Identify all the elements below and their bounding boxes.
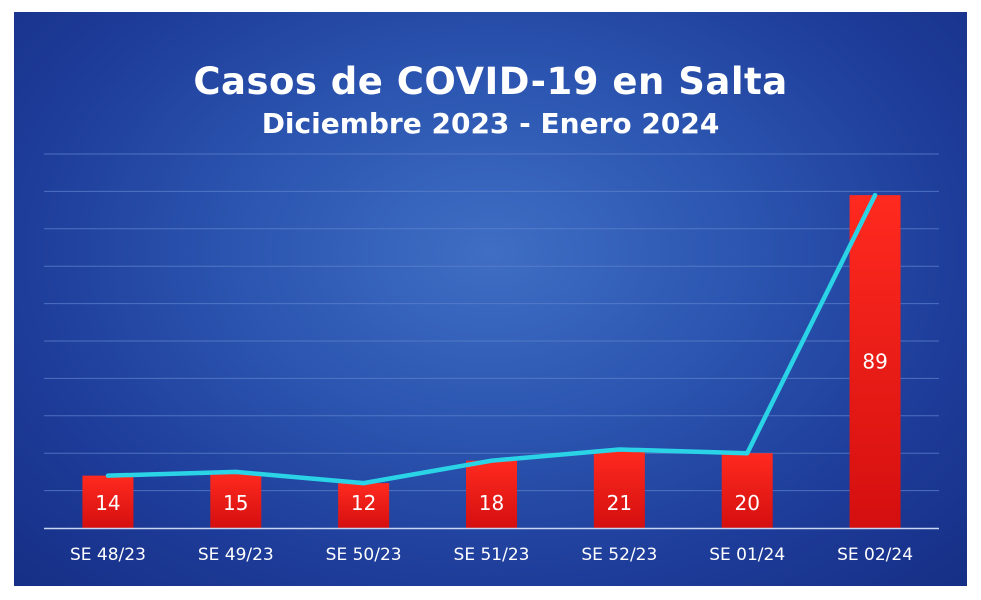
data-label: 89 [862,350,887,374]
x-tick-label: SE 49/23 [198,545,274,565]
bar-se-51-23 [466,460,517,528]
bar-se-50-23 [338,483,390,528]
gridlines [44,153,939,492]
x-tick-labels: SE 48/23 SE 49/23 SE 50/23 SE 51/23 SE 52/23… [70,545,913,565]
trend-line [105,192,878,486]
chart-title: Casos de COVID-19 en Salta [193,60,788,103]
bar-se-02-24 [849,195,901,528]
bar-se-49-23 [210,471,262,528]
data-label: 14 [95,491,120,515]
x-tick-label: SE 01/24 [709,545,785,565]
bar-se-48-23 [82,475,134,528]
x-tick-label: SE 50/23 [326,545,402,565]
trend-line-path [105,192,878,486]
data-label: 18 [479,491,504,515]
bar-se-01-24 [721,453,773,528]
x-tick-label: SE 52/23 [581,545,657,565]
bar-se-52-23 [593,449,645,528]
data-label: 21 [607,491,632,515]
chart-frame: Casos de COVID-19 en Salta Diciembre 202… [14,12,967,586]
x-tick-label: SE 51/23 [454,545,530,565]
data-label: 15 [223,491,248,515]
data-label: 20 [734,491,759,515]
data-labels: 14 15 12 18 21 20 89 [95,350,888,515]
bars [82,195,901,528]
data-label: 12 [351,491,376,515]
x-tick-label: SE 02/24 [837,545,913,565]
x-tick-label: SE 48/23 [70,545,146,565]
chart-subtitle: Diciembre 2023 - Enero 2024 [261,107,720,140]
